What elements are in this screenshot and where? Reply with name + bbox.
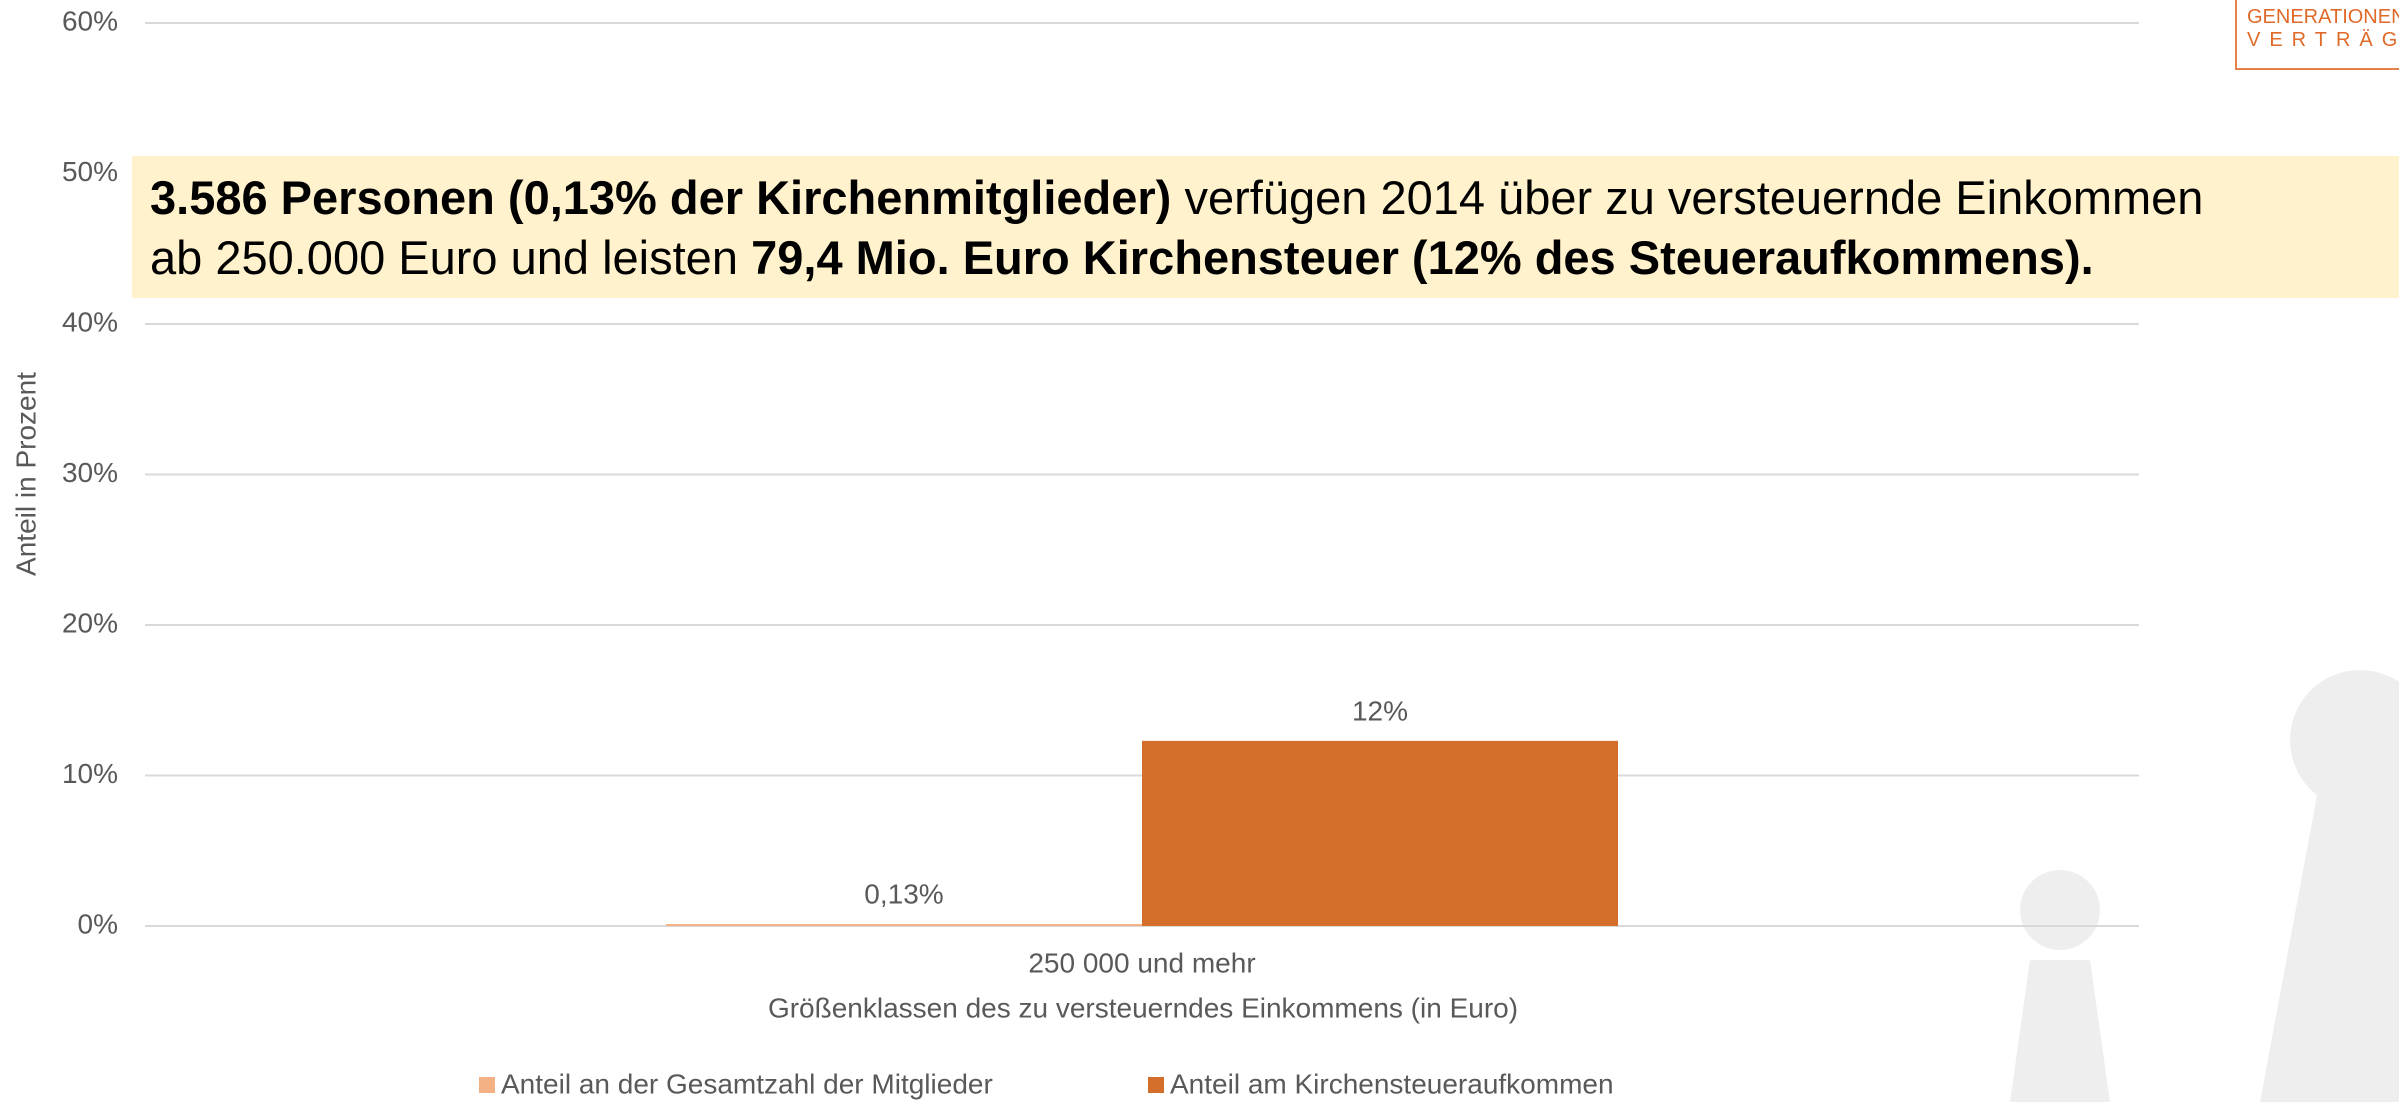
logo: GENERATIONENVERTRÄGE bbox=[2235, 0, 2399, 70]
background-figures bbox=[2010, 670, 2399, 1102]
y-tick-label: 30% bbox=[62, 457, 118, 488]
legend-swatch bbox=[1148, 1077, 1164, 1093]
annotation-text: ab 250.000 Euro und leisten bbox=[150, 231, 738, 284]
data-label: 12% bbox=[1352, 695, 1408, 726]
legend-label: Anteil an der Gesamtzahl der Mitglieder bbox=[501, 1068, 993, 1099]
logo-text: GENERATIONEN bbox=[2247, 6, 2399, 29]
x-tick-label: 250 000 und mehr bbox=[1028, 947, 1255, 978]
y-tick-label: 20% bbox=[62, 607, 118, 638]
annotation-text: 3.586 Personen (0,13% der Kirchenmitglie… bbox=[150, 171, 1171, 224]
data-label: 0,13% bbox=[864, 878, 943, 909]
y-axis-title: Anteil in Prozent bbox=[10, 372, 41, 576]
x-axis-title: Größenklassen des zu versteuerndes Einko… bbox=[768, 992, 1518, 1023]
logo-text: VERTRÄGE bbox=[2247, 29, 2399, 52]
legend-label: Anteil am Kirchensteueraufkommen bbox=[1170, 1068, 1614, 1099]
y-tick-label: 10% bbox=[62, 758, 118, 789]
bar bbox=[666, 924, 1142, 926]
annotation-text: 79,4 Mio. Euro Kirchensteuer (12% des St… bbox=[751, 231, 2094, 284]
bar bbox=[1142, 741, 1618, 926]
y-tick-label: 60% bbox=[62, 5, 118, 36]
y-tick-label: 50% bbox=[62, 156, 118, 187]
y-tick-label: 40% bbox=[62, 306, 118, 337]
annotation-line: 3.586 Personen (0,13% der Kirchenmitglie… bbox=[150, 168, 2399, 228]
annotation: 3.586 Personen (0,13% der Kirchenmitglie… bbox=[132, 156, 2399, 298]
annotation-text: verfügen 2014 über zu versteuernde Einko… bbox=[1185, 171, 2204, 224]
page: {"chart_data": {"type": "bar", "categori… bbox=[0, 0, 2399, 1102]
legend-swatch bbox=[479, 1077, 495, 1093]
y-tick-label: 0% bbox=[78, 908, 118, 939]
